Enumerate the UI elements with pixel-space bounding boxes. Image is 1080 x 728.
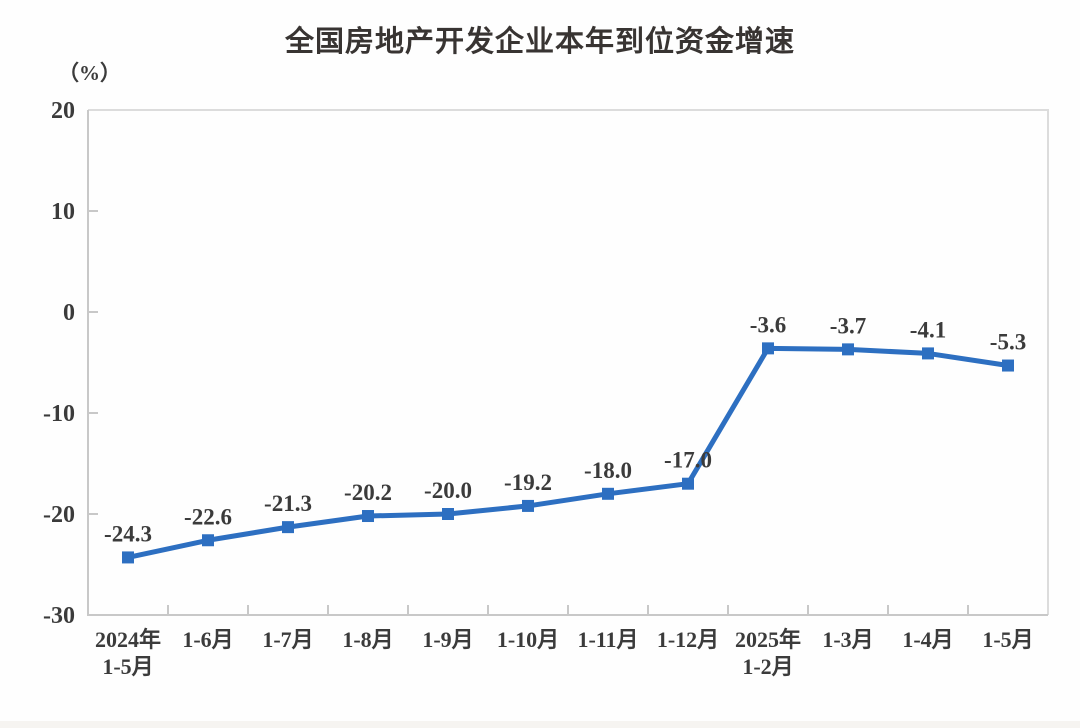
data-line	[125, 345, 1011, 560]
data-point-marker	[922, 347, 934, 360]
x-axis-category-label: 1-5月	[982, 627, 1033, 652]
data-point-marker	[1002, 359, 1014, 372]
data-point-label: -18.0	[584, 458, 632, 483]
y-axis-tick-label: 20	[51, 98, 75, 124]
x-axis-category-label: 2024年 1-5月	[95, 627, 161, 679]
x-axis-category-label: 1-9月	[422, 627, 473, 652]
x-axis-category-label: 1-10月	[497, 627, 559, 652]
data-point-marker	[522, 499, 534, 512]
data-point-label: -5.3	[990, 330, 1026, 355]
x-axis-category-label: 1-7月	[262, 627, 313, 652]
data-point-marker	[442, 508, 454, 520]
data-point-marker	[282, 521, 294, 534]
data-point-marker	[202, 534, 214, 547]
y-axis-tick-label: -10	[43, 401, 75, 427]
data-point-label: -20.0	[424, 478, 472, 503]
y-axis-tick-label: 10	[51, 199, 75, 225]
x-axis-category-label: 1-3月	[822, 627, 873, 652]
y-axis-tick-label: -30	[43, 603, 75, 629]
axis-lines	[87, 110, 1048, 616]
y-axis-unit-label: （%）	[58, 61, 121, 85]
data-point-label: -3.6	[750, 312, 786, 337]
data-point-label: -3.7	[830, 313, 866, 338]
data-point-label: -19.2	[504, 470, 552, 495]
data-point-marker	[762, 342, 774, 355]
y-axis-tick-label: -20	[43, 502, 75, 528]
x-axis-category-label: 1-11月	[577, 627, 638, 652]
data-point-marker	[682, 477, 694, 490]
data-point-marker	[362, 510, 374, 523]
x-axis-category-label: 1-6月	[182, 627, 233, 652]
data-point-label: -21.3	[264, 491, 312, 516]
y-axis-tick-label: 0	[63, 300, 75, 326]
data-point-label: -24.3	[104, 521, 152, 546]
x-axis-category-label: 2025年 1-2月	[735, 627, 801, 679]
chart-title: 全国房地产开发企业本年到位资金增速	[284, 26, 795, 58]
data-point-marker	[602, 487, 614, 500]
plot-border	[88, 109, 1049, 615]
data-point-label: -20.2	[344, 480, 392, 505]
x-axis-category-label: 1-12月	[657, 627, 719, 652]
data-point-label: -17.0	[664, 448, 712, 473]
data-point-label: -4.1	[910, 317, 946, 342]
data-point-marker	[842, 343, 854, 356]
x-axis-category-label: 1-8月	[342, 627, 393, 652]
data-point-label: -22.6	[184, 504, 232, 529]
x-axis-category-label: 1-4月	[902, 627, 953, 652]
page-bottom-edge	[0, 721, 1080, 728]
data-point-marker	[122, 551, 134, 564]
